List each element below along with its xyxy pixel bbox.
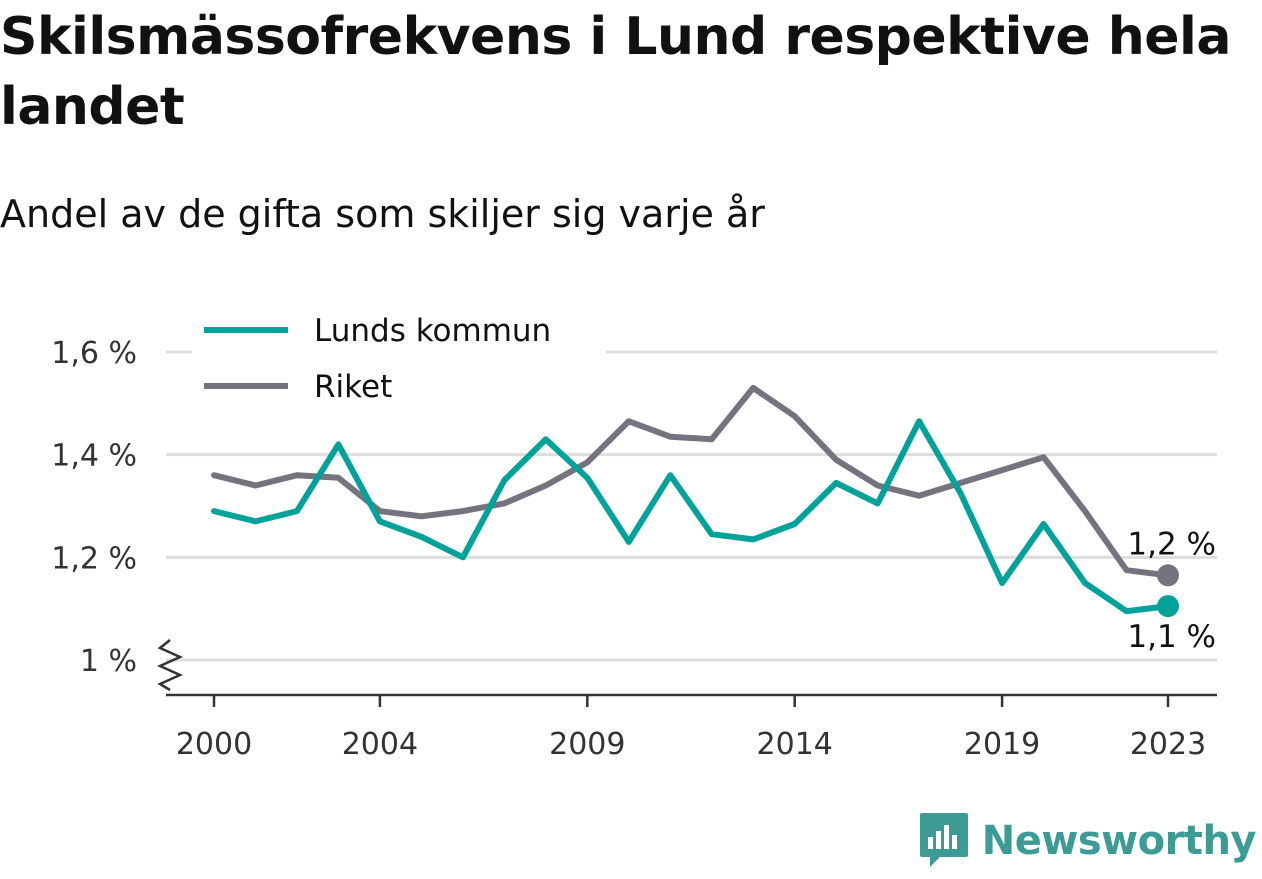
series-end-point (1157, 564, 1179, 587)
x-tick-label: 2004 (342, 727, 418, 762)
chart-subtitle: Andel av de gifta som skiljer sig varje … (0, 192, 765, 236)
brand-logo: Newsworthy (918, 811, 1257, 871)
y-tick-label: 1,4 % (51, 439, 137, 474)
newsworthy-logo-icon (919, 813, 968, 867)
x-tick-label: 2014 (757, 727, 833, 762)
legend-label: Lunds kommun (314, 313, 551, 349)
y-tick-label: 1,2 % (51, 541, 137, 576)
end-label-riket: 1,2 % (1127, 526, 1216, 562)
end-labels: 1,2 % 1,1 % (1127, 526, 1216, 655)
series-line-lunds-kommun (211, 418, 1171, 615)
x-tick-label: 2023 (1130, 727, 1206, 762)
x-tick-label: 2019 (964, 727, 1040, 762)
brand-name: Newsworthy (981, 818, 1257, 864)
legend: Lunds kommun Riket (192, 306, 606, 410)
chart-title: Skilsmässofrekvens i Lund respektive hel… (0, 7, 1231, 137)
x-tick-label: 2000 (176, 727, 252, 762)
axis-break-icon (156, 639, 184, 692)
end-label-lunds-kommun: 1,1 % (1127, 619, 1216, 655)
series-end-point (1157, 595, 1179, 618)
legend-background (192, 306, 606, 410)
x-tick-label: 2009 (549, 727, 625, 762)
y-tick-label: 1,6 % (51, 336, 137, 371)
series-lines (211, 384, 1179, 618)
axes: 1 % 1,2 % 1,4 % 1,6 % 2000 2004 2009 2014 2019 20… (51, 336, 1217, 762)
legend-label: Riket (314, 369, 392, 405)
y-tick-label: 1 % (80, 644, 137, 679)
